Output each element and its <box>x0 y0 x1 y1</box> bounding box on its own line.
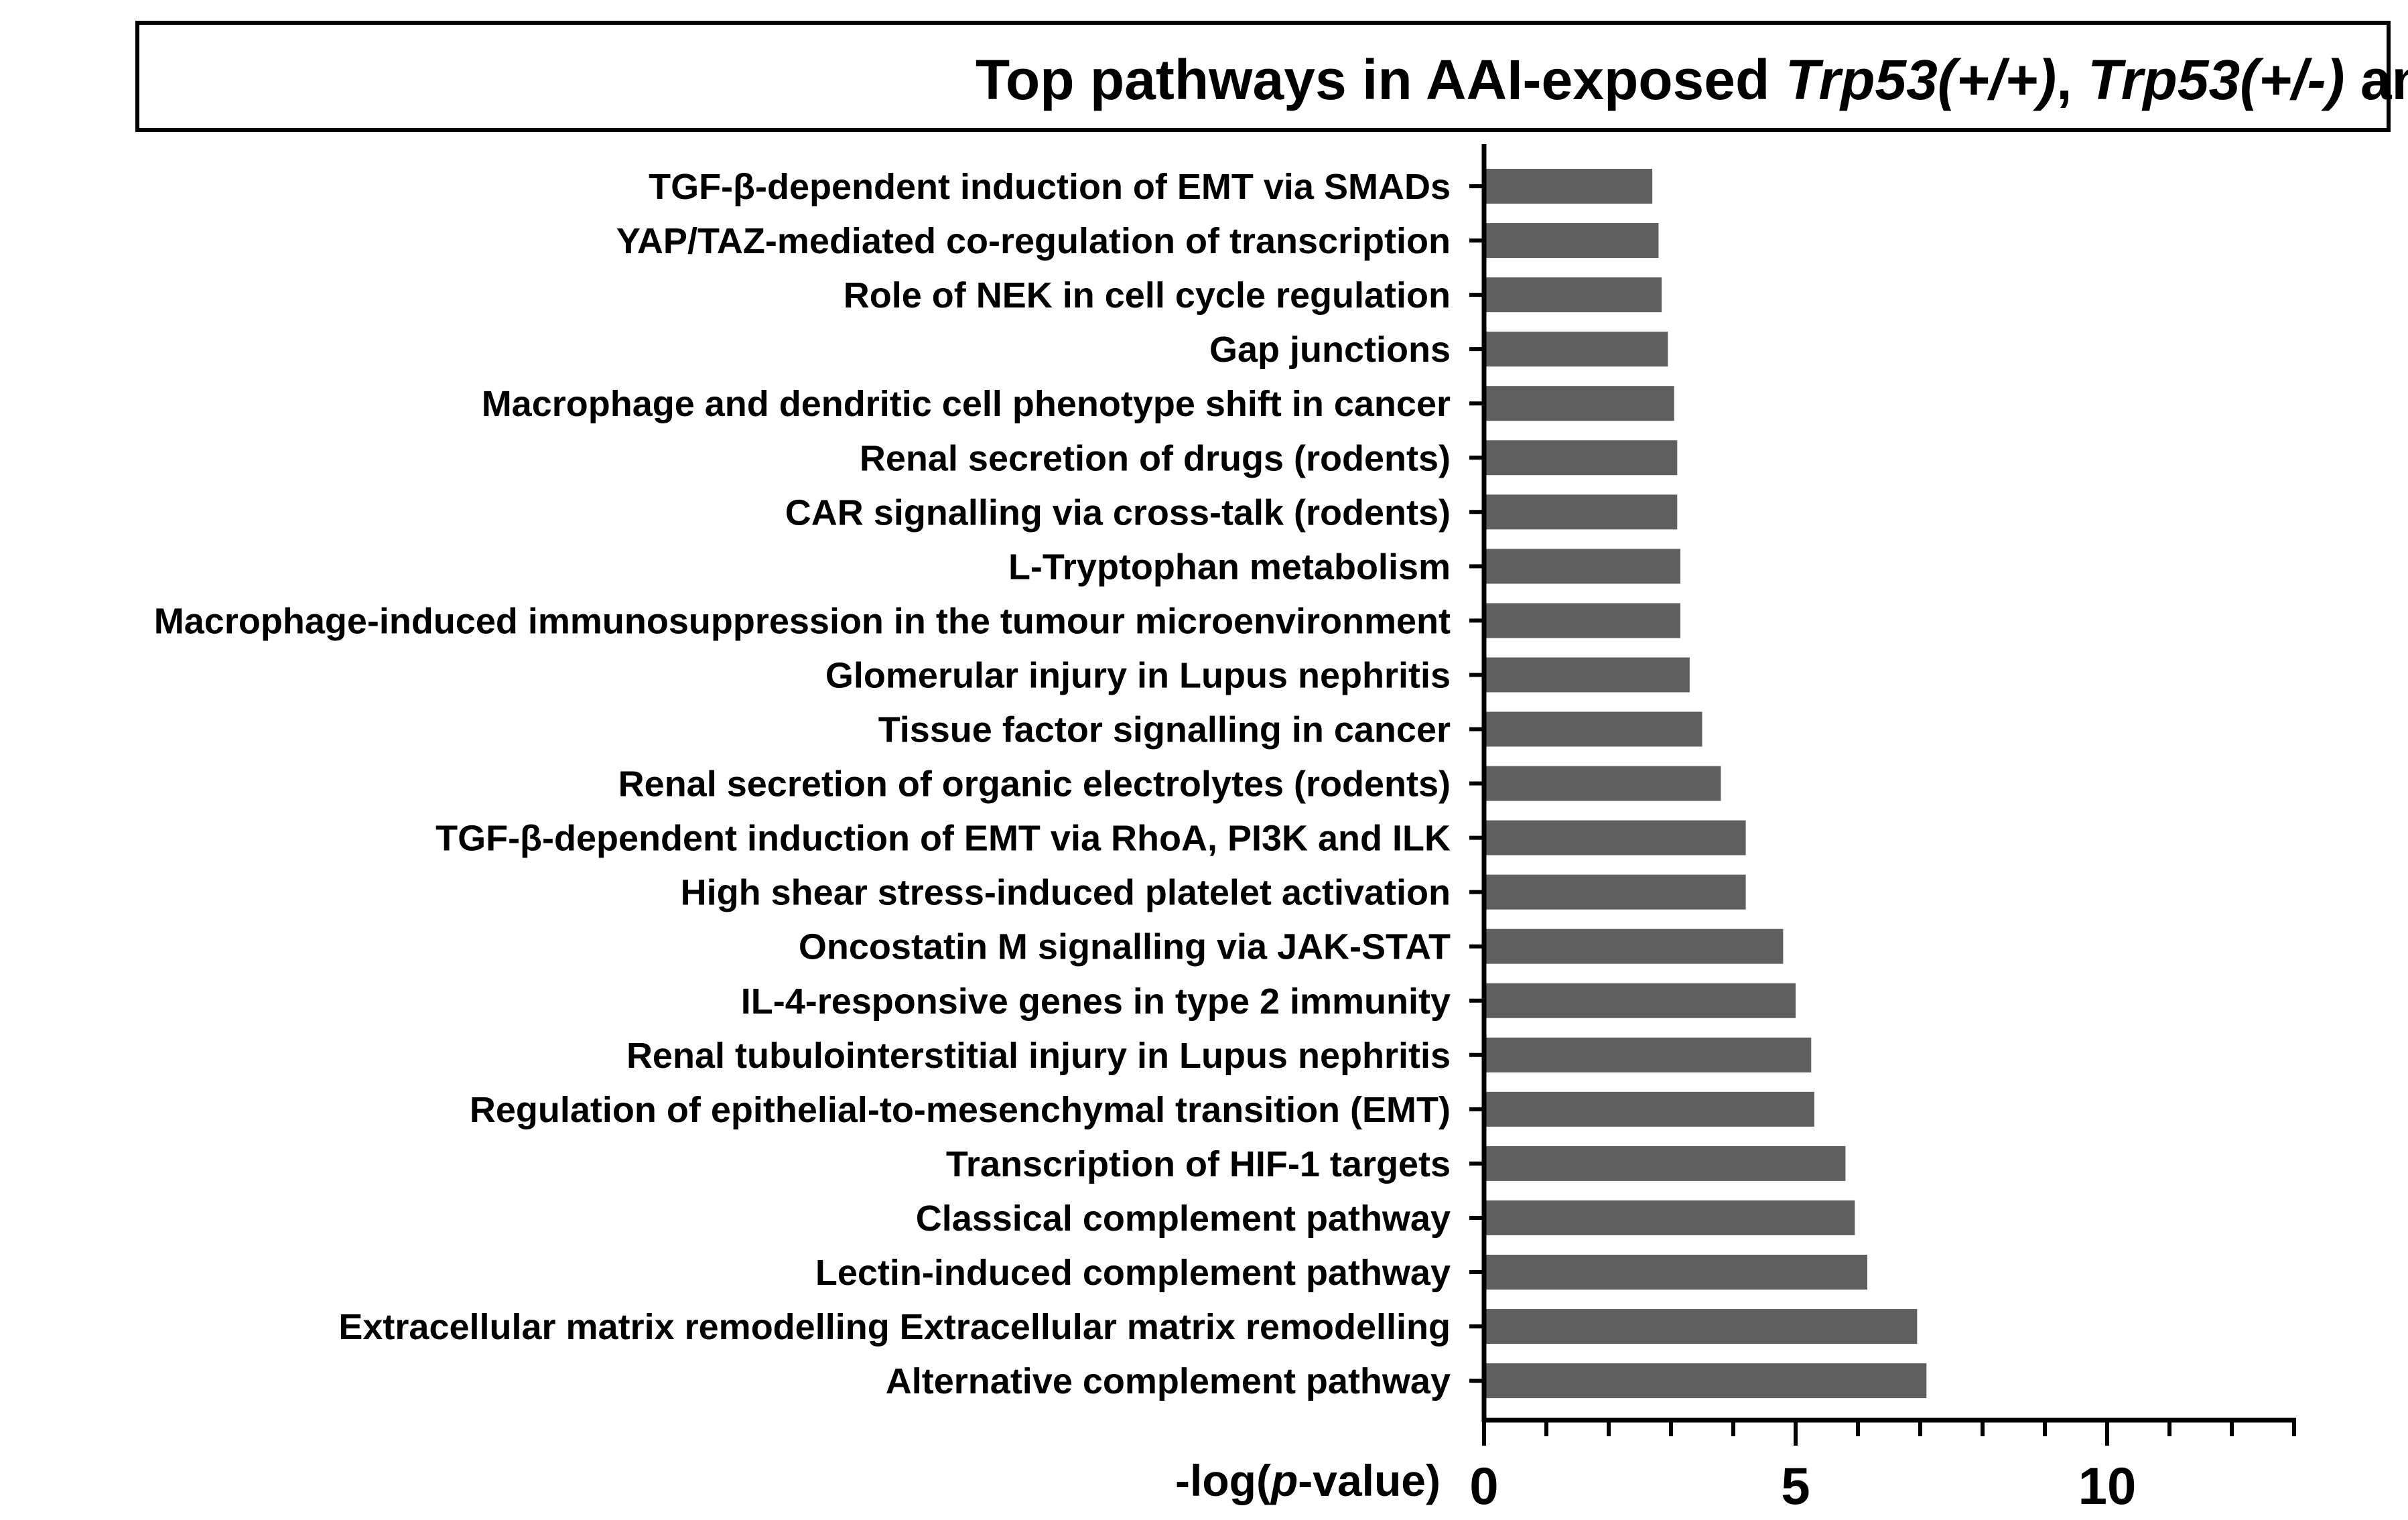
category-label-6: CAR signalling via cross-talk (rodents) <box>785 492 1451 533</box>
bars <box>1484 169 1927 1399</box>
chart-title: Top pathways in AAI-exposed Trp53(+/+), … <box>976 48 2408 111</box>
bar-5 <box>1484 440 1678 476</box>
bar-7 <box>1484 549 1680 584</box>
category-label-16: Renal tubulointerstitial injury in Lupus… <box>626 1036 1451 1076</box>
category-label-5: Renal secretion of drugs (rodents) <box>860 438 1451 478</box>
bar-9 <box>1484 657 1690 693</box>
category-label-11: Renal secretion of organic electrolytes … <box>618 764 1451 805</box>
x-tick-label-0: 0 <box>1469 1456 1498 1515</box>
bar-21 <box>1484 1309 1918 1344</box>
bar-4 <box>1484 386 1674 421</box>
axes: 0 5 10 <box>1469 144 2296 1515</box>
bar-22 <box>1484 1363 1927 1399</box>
bar-0 <box>1484 169 1653 204</box>
category-label-2: Role of NEK in cell cycle regulation <box>844 275 1451 316</box>
category-labels: TGF-β-dependent induction of EMT via SMA… <box>154 167 1451 1401</box>
category-label-17: Regulation of epithelial-to-mesenchymal … <box>470 1090 1451 1130</box>
bar-20 <box>1484 1255 1867 1290</box>
bar-8 <box>1484 603 1680 638</box>
category-label-21: Extracellular matrix remodelling Extrace… <box>338 1307 1451 1347</box>
bar-13 <box>1484 874 1746 910</box>
category-label-12: TGF-β-dependent induction of EMT via Rho… <box>436 819 1451 859</box>
category-label-19: Classical complement pathway <box>916 1198 1451 1239</box>
category-label-18: Transcription of HIF-1 targets <box>946 1144 1451 1184</box>
bar-15 <box>1484 983 1796 1018</box>
bar-17 <box>1484 1091 1814 1127</box>
category-label-10: Tissue factor signalling in cancer <box>878 710 1451 750</box>
title-part-0: Top pathways in AAI-exposed <box>976 48 1786 111</box>
bar-11 <box>1484 766 1721 801</box>
category-label-8: Macrophage-induced immunosuppression in … <box>154 601 1451 641</box>
x-axis-title-part-1: p <box>1270 1456 1298 1505</box>
bar-16 <box>1484 1037 1812 1073</box>
bar-2 <box>1484 277 1662 313</box>
category-label-14: Oncostatin M signalling via JAK-STAT <box>799 927 1451 967</box>
category-label-4: Macrophage and dendritic cell phenotype … <box>482 384 1451 424</box>
category-label-9: Glomerular injury in Lupus nephritis <box>825 655 1451 695</box>
bar-6 <box>1484 494 1678 530</box>
bar-3 <box>1484 332 1668 367</box>
category-label-7: L-Tryptophan metabolism <box>1008 547 1451 587</box>
title-part-2: , <box>2056 48 2088 111</box>
x-tick-label-10: 10 <box>2078 1456 2137 1515</box>
bar-1 <box>1484 223 1659 259</box>
category-label-3: Gap junctions <box>1209 330 1451 370</box>
category-label-22: Alternative complement pathway <box>886 1361 1451 1401</box>
category-label-0: TGF-β-dependent induction of EMT via SMA… <box>649 167 1451 207</box>
title-box <box>135 21 2391 132</box>
bar-12 <box>1484 820 1746 855</box>
category-label-20: Lectin-induced complement pathway <box>815 1253 1451 1293</box>
x-tick-label-5: 5 <box>1781 1456 1810 1515</box>
title-part-4: and <box>2345 48 2408 111</box>
bar-19 <box>1484 1200 1855 1235</box>
bar-10 <box>1484 711 1702 747</box>
bar-18 <box>1484 1146 1846 1181</box>
x-axis-title-part-0: -log( <box>1175 1456 1271 1505</box>
category-label-15: IL-4-responsive genes in type 2 immunity <box>741 981 1451 1022</box>
category-label-13: High shear stress-induced platelet activ… <box>681 873 1451 913</box>
title-part-1: Trp53(+/+) <box>1786 48 2057 111</box>
x-axis-title-part-2: -value) <box>1298 1456 1441 1505</box>
x-axis-title: -log(p-value) <box>1175 1456 1441 1505</box>
title-part-3: Trp53(+/-) <box>2088 48 2345 111</box>
category-label-1: YAP/TAZ-mediated co-regulation of transc… <box>616 221 1451 261</box>
bar-14 <box>1484 928 1784 964</box>
